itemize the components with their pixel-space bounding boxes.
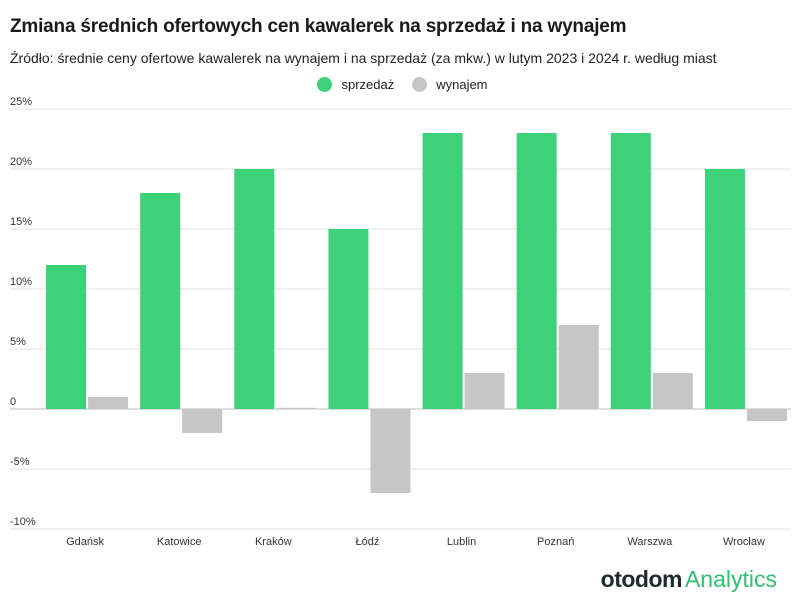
legend-label-sprzedaz: sprzedaż [341, 77, 395, 92]
x-tick-label: Wrocław [723, 536, 765, 548]
y-tick-label: -5% [10, 456, 30, 468]
brand-suffix: Analytics [684, 566, 777, 592]
bar-sprzedaz [704, 169, 745, 409]
y-tick-label: 5% [10, 336, 26, 348]
bar-wynajem [558, 325, 599, 409]
legend: sprzedaż wynajem [0, 77, 805, 92]
x-tick-label: Poznań [537, 536, 574, 548]
y-tick-label: 15% [10, 216, 32, 228]
bar-wynajem [746, 409, 787, 421]
bar-sprzedaz [46, 265, 87, 409]
bar-wynajem [370, 409, 411, 493]
bar-wynajem [276, 407, 317, 410]
y-tick-label: -10% [10, 516, 36, 528]
y-tick-label: 20% [10, 156, 32, 168]
brand-logo: otodom Analytics [601, 566, 777, 593]
x-tick-label: Łódź [356, 536, 380, 548]
x-tick-label: Gdańsk [66, 536, 104, 548]
y-tick-label: 0 [10, 396, 16, 408]
chart-title: Zmiana średnich ofertowych cen kawalerek… [10, 16, 627, 37]
bar-wynajem [182, 409, 223, 433]
bar-sprzedaz [140, 193, 181, 409]
legend-item-sprzedaz: sprzedaż [317, 77, 394, 92]
y-tick-label: 25% [10, 96, 32, 108]
chart-subtitle: Źródło: średnie ceny ofertowe kawalerek … [10, 50, 717, 66]
bar-wynajem [88, 397, 129, 409]
x-tick-label: Warszwa [627, 536, 673, 548]
legend-swatch-wynajem [412, 77, 428, 92]
y-tick-label: 10% [10, 276, 32, 288]
bar-sprzedaz [328, 229, 369, 409]
bar-sprzedaz [234, 169, 275, 409]
bar-sprzedaz [610, 133, 651, 409]
bar-sprzedaz [516, 133, 557, 409]
x-tick-label: Lublin [447, 536, 476, 548]
bar-wynajem [464, 373, 505, 409]
x-tick-label: Katowice [157, 536, 202, 548]
bar-sprzedaz [422, 133, 463, 409]
bar-wynajem [652, 373, 693, 409]
x-tick-label: Kraków [255, 536, 292, 548]
brand-name: otodom [600, 566, 683, 592]
legend-swatch-sprzedaz [317, 77, 333, 92]
legend-item-wynajem: wynajem [412, 77, 488, 92]
legend-label-wynajem: wynajem [436, 77, 488, 92]
